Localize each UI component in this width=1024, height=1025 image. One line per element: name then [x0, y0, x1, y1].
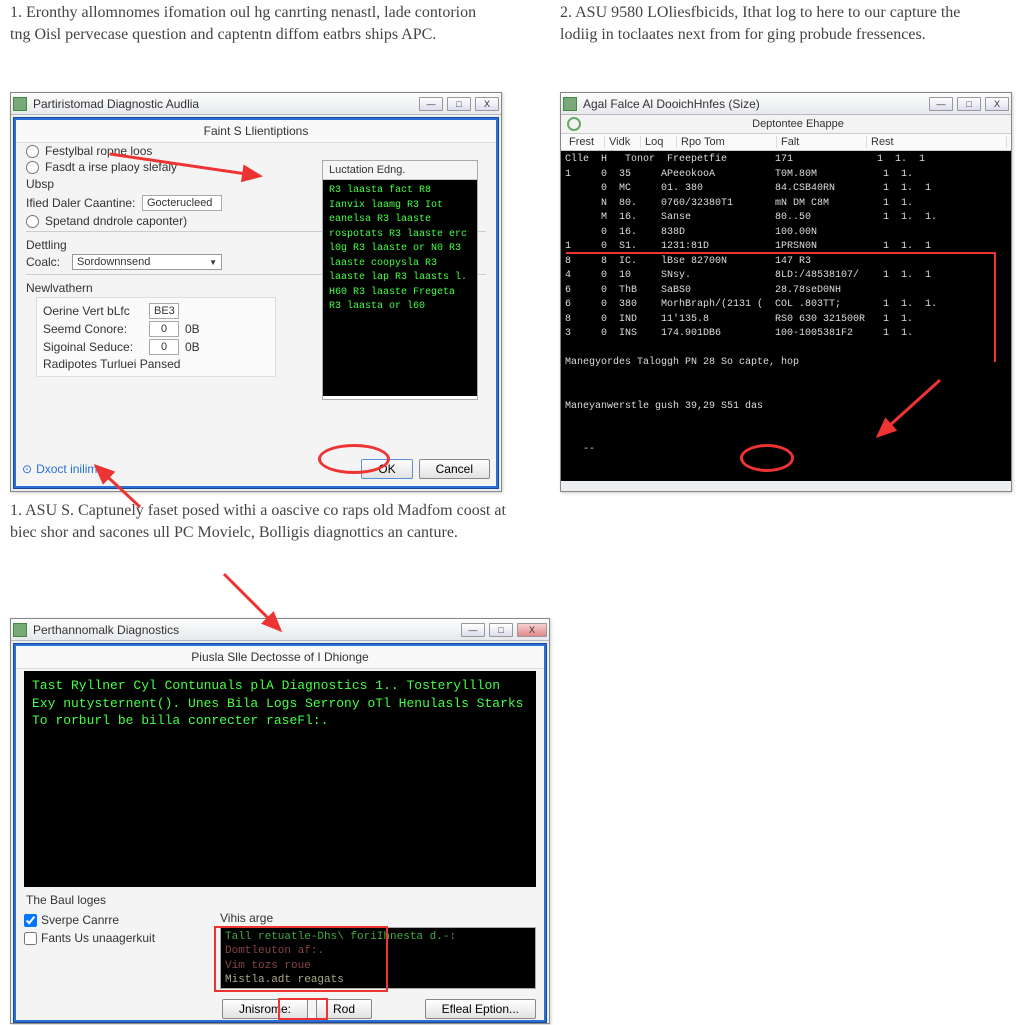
sigoinal-value[interactable]: 0: [149, 339, 179, 355]
titlebar[interactable]: Perthannomalk Diagnostics — □ X: [11, 619, 549, 641]
oerine-value[interactable]: BE3: [149, 303, 179, 319]
minimize-button[interactable]: —: [461, 623, 485, 637]
mid-header: Vihis arge: [220, 911, 536, 927]
window-title: Agal Falce Al DooichHnfes (Size): [583, 97, 929, 111]
maximize-button[interactable]: □: [489, 623, 513, 637]
maximize-button[interactable]: □: [957, 97, 981, 111]
maximize-button[interactable]: □: [447, 97, 471, 111]
toolbar: Deptontee Ehappe: [561, 115, 1011, 134]
help-link[interactable]: ⊙ Dxoct inilime: [22, 462, 104, 476]
toolbar-label: Deptontee Ehappe: [591, 118, 1005, 130]
efleal-button[interactable]: Efleal Eption...: [425, 999, 536, 1019]
log-popup-body: R3 laasta fact R8 Ianvix laamg R3 Iot ea…: [323, 180, 477, 396]
radio-spetand[interactable]: [26, 215, 39, 228]
step-2-text: 2. ASU 9580 LOliesfbicids, Ithat log to …: [560, 2, 1000, 47]
ok-button[interactable]: OK: [361, 459, 412, 479]
radio-play-safely[interactable]: [26, 161, 39, 174]
cancel-button[interactable]: Cancel: [419, 459, 490, 479]
close-button[interactable]: X: [517, 623, 547, 637]
log-popup-title: Luctation Edng.: [323, 161, 477, 180]
filedaler-value[interactable]: Gocterucleed: [142, 195, 222, 211]
step-1-text: 1. Eronthy allomnomes ifomation oul hg c…: [10, 2, 490, 47]
filedaler-label: Ified Daler Caantine:: [26, 196, 136, 210]
console-group-title: Piusla Slle Dectosse of I Dhionge: [16, 646, 544, 669]
log-terminal[interactable]: Clle H Tonor Freepetfie 171 1 1. 1 1 0 3…: [561, 151, 1011, 481]
log-viewer-window: Agal Falce Al DooichHnfes (Size) — □ X D…: [560, 92, 1012, 492]
close-button[interactable]: X: [985, 97, 1009, 111]
column-headers: Frest Vidk Loq Rpo Tom Falt Rest: [561, 134, 1011, 151]
sverpe-checkbox[interactable]: [24, 914, 37, 927]
window-title: Partiristomad Diagnostic Audlia: [33, 97, 419, 111]
console-output: Tast Ryllner Cyl Contunuals plA Diagnost…: [24, 671, 536, 887]
minimize-button[interactable]: —: [929, 97, 953, 111]
app-icon: [13, 623, 27, 637]
inisrome-button[interactable]: Jnisrome:: [222, 999, 308, 1019]
app-icon: [563, 97, 577, 111]
close-button[interactable]: X: [475, 97, 499, 111]
coalc-label: Coalc:: [26, 255, 66, 269]
options-group-title: Faint S Llientiptions: [16, 120, 496, 143]
app-icon: [13, 97, 27, 111]
results-box: Tall retuatle-Dhs\ foriIhnesta d.-:Domtl…: [220, 927, 536, 989]
radio-logs[interactable]: [26, 145, 39, 158]
titlebar[interactable]: Partiristomad Diagnostic Audlia — □ X: [11, 93, 501, 115]
minimize-button[interactable]: —: [419, 97, 443, 111]
refresh-icon[interactable]: [567, 117, 581, 131]
coalc-combo[interactable]: Sordownnsend▼: [72, 254, 222, 270]
log-popup: Luctation Edng. R3 laasta fact R8 Ianvix…: [322, 160, 478, 400]
fud-button[interactable]: Rod: [316, 999, 372, 1019]
diagnostic-audio-window: Partiristomad Diagnostic Audlia — □ X Fa…: [10, 92, 502, 492]
diagnostics-console-window: Perthannomalk Diagnostics — □ X Piusla S…: [10, 618, 550, 1024]
titlebar[interactable]: Agal Falce Al DooichHnfes (Size) — □ X: [561, 93, 1011, 115]
step-3-text: 1. ASU S. Captunely faset posed withi a …: [10, 500, 520, 545]
seemd-value[interactable]: 0: [149, 321, 179, 337]
fants-checkbox[interactable]: [24, 932, 37, 945]
window-title: Perthannomalk Diagnostics: [33, 623, 461, 637]
newvathern-group: Oerine Vert bLfcBE3 Seemd Conore:00B Sig…: [36, 297, 276, 377]
footer-label: The Baul loges: [16, 889, 544, 907]
